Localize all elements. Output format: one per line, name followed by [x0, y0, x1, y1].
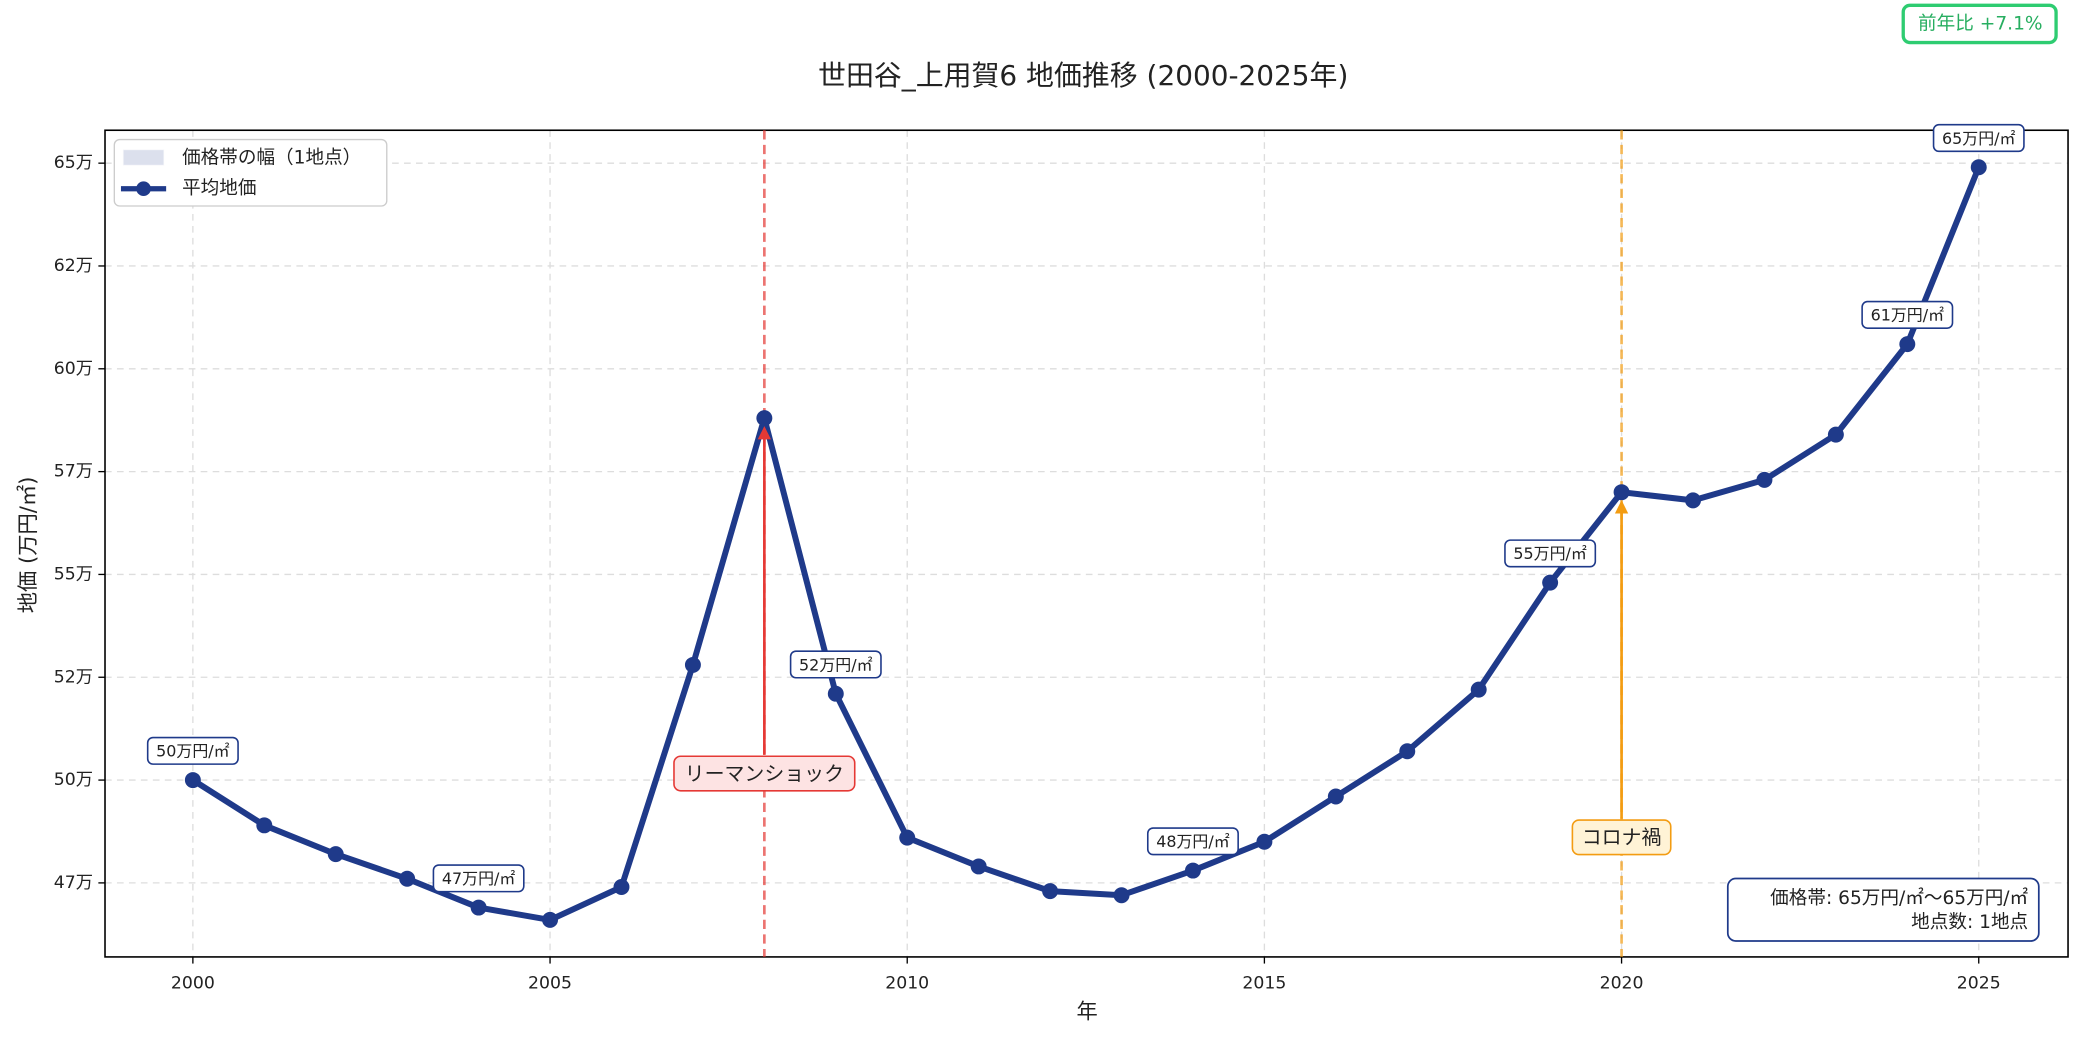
- point: [184, 772, 201, 789]
- y-tick-label: 50万: [54, 770, 93, 790]
- badge: 前年比 +7.1%: [1918, 13, 2043, 34]
- value-label-box: [1861, 300, 1954, 329]
- point: [1970, 159, 1987, 176]
- point: [613, 879, 630, 895]
- legend-label: 平均地価: [182, 178, 256, 199]
- point: [1184, 862, 1201, 879]
- point: [256, 817, 273, 834]
- point: [1399, 743, 1416, 760]
- value-label-box: [1932, 123, 2025, 153]
- y-tick-label: 60万: [54, 359, 93, 379]
- point: [399, 870, 416, 887]
- value-label-box: [789, 650, 882, 679]
- x-tick-label: 2025: [1957, 974, 2001, 994]
- point: [827, 685, 844, 702]
- value-label: 65万円/㎡: [1942, 129, 2016, 148]
- chart-title: 世田谷_上用賀6 地価推移 (2000-2025年): [818, 59, 1348, 92]
- series-line: [191, 166, 1982, 923]
- point: [327, 846, 344, 863]
- y-tick-label: 57万: [54, 462, 93, 482]
- point: [1613, 484, 1630, 501]
- point: [1256, 833, 1273, 850]
- value-label: 47万円/㎡: [442, 869, 516, 888]
- x-tick-label: 2000: [171, 974, 215, 994]
- value-label: 48万円/㎡: [1156, 832, 1230, 851]
- event-arrowhead: [1614, 500, 1629, 514]
- point: [1756, 471, 1773, 488]
- y-tick-label: 62万: [54, 256, 93, 276]
- event-label: リーマンショック: [685, 762, 844, 785]
- point: [1899, 336, 1916, 353]
- info-text: 価格帯: 65万円/㎡～65万円/㎡: [1770, 887, 2028, 909]
- value-label: 61万円/㎡: [1871, 306, 1945, 325]
- value-label-box: [1504, 539, 1597, 568]
- point: [1042, 883, 1059, 900]
- event-box: [673, 755, 856, 792]
- info-box: [1726, 877, 2040, 942]
- x-tick-label: 2005: [528, 974, 572, 994]
- point: [970, 858, 987, 875]
- y-tick-label: 55万: [54, 564, 93, 584]
- value-label-box: [1146, 827, 1239, 856]
- info-text: 地点数: 1地点: [1911, 912, 2028, 933]
- x-tick-label: 2020: [1600, 974, 1644, 994]
- x-axis-label: 年: [1077, 1000, 1098, 1025]
- y-axis-label: 地価 (万円/㎡): [15, 477, 41, 614]
- y-tick-label: 47万: [54, 873, 93, 893]
- legend-swatch-band: [122, 149, 165, 166]
- value-label-box: [146, 736, 239, 765]
- point: [756, 410, 773, 427]
- point: [1827, 426, 1844, 443]
- point: [684, 656, 701, 673]
- legend-swatch-point: [136, 181, 151, 197]
- point: [1113, 887, 1130, 904]
- x-tick-label: 2010: [885, 974, 929, 994]
- value-label: 52万円/㎡: [799, 655, 873, 674]
- value-label-box: [432, 864, 525, 893]
- y-tick-label: 52万: [54, 667, 93, 687]
- value-label: 55万円/㎡: [1513, 544, 1587, 563]
- legend-label: 価格帯の幅（1地点）: [182, 148, 361, 169]
- y-tick-label: 65万: [54, 153, 93, 173]
- point: [1327, 788, 1344, 805]
- value-label: 50万円/㎡: [156, 742, 230, 761]
- event-label: コロナ禍: [1582, 826, 1662, 849]
- plot-frame: [104, 129, 2069, 958]
- point: [899, 829, 916, 846]
- badge-box: [1901, 3, 2058, 45]
- legend-box: [113, 138, 388, 207]
- event-box: [1571, 819, 1672, 856]
- x-tick-label: 2015: [1242, 974, 1286, 994]
- point: [1542, 574, 1559, 591]
- event-arrowhead: [757, 426, 771, 440]
- point: [1685, 492, 1701, 509]
- point: [1470, 681, 1487, 698]
- point: [542, 911, 559, 928]
- point: [470, 899, 487, 916]
